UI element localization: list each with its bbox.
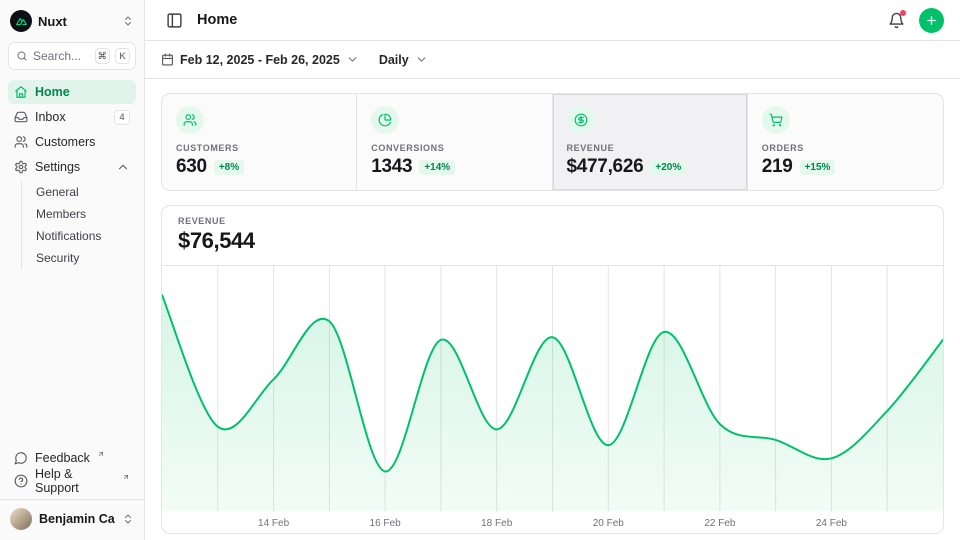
sidebar-item-notifications[interactable]: Notifications bbox=[30, 225, 136, 247]
date-range-label: Feb 12, 2025 - Feb 26, 2025 bbox=[180, 53, 340, 67]
external-link-icon bbox=[122, 473, 130, 481]
chevron-up-icon bbox=[116, 160, 130, 174]
stat-label: ORDERS bbox=[762, 143, 929, 153]
inbox-icon bbox=[14, 110, 28, 124]
sidebar-item-home[interactable]: Home bbox=[8, 80, 136, 104]
notification-dot bbox=[900, 10, 906, 16]
chevron-down-icon bbox=[415, 53, 428, 66]
settings-children: General Members Notifications Security bbox=[21, 181, 136, 269]
stat-delta-badge: +15% bbox=[800, 160, 836, 175]
main-area: Home Feb 12, 2025 - Feb 26, 2025 Daily bbox=[145, 0, 960, 540]
panel-left-icon bbox=[166, 12, 183, 29]
plus-icon bbox=[925, 14, 938, 27]
help-circle-icon bbox=[14, 474, 28, 488]
sidebar-item-members[interactable]: Members bbox=[30, 203, 136, 225]
chart-label: REVENUE bbox=[178, 216, 927, 226]
sidebar-nav: Home Inbox 4 Customers Settings General … bbox=[8, 80, 136, 271]
external-link-icon bbox=[97, 450, 105, 458]
main-header: Home bbox=[145, 0, 960, 41]
sidebar-item-label: Inbox bbox=[35, 110, 66, 124]
notifications-button[interactable] bbox=[883, 7, 909, 33]
date-range-picker[interactable]: Feb 12, 2025 - Feb 26, 2025 bbox=[161, 53, 359, 67]
home-icon bbox=[14, 85, 28, 99]
user-menu[interactable]: Benjamin Canac bbox=[0, 499, 144, 540]
users-icon bbox=[183, 113, 197, 127]
help-support-link[interactable]: Help & Support bbox=[8, 469, 136, 492]
pie-chart-icon bbox=[378, 113, 392, 127]
gear-icon bbox=[14, 160, 28, 174]
new-item-button[interactable] bbox=[919, 8, 944, 33]
x-axis-tick-label: 16 Feb bbox=[370, 518, 402, 529]
stat-value: 1343 bbox=[371, 156, 412, 178]
sidebar-item-settings[interactable]: Settings bbox=[8, 155, 136, 179]
chart-header: REVENUE $76,544 bbox=[162, 206, 943, 266]
sidebar-item-inbox[interactable]: Inbox 4 bbox=[8, 105, 136, 129]
stat-label: REVENUE bbox=[567, 143, 733, 153]
search-input[interactable]: Search... ⌘ K bbox=[8, 42, 136, 70]
chevron-updown-icon bbox=[122, 15, 134, 27]
kbd-meta-key: ⌘ bbox=[95, 48, 111, 64]
user-name: Benjamin Canac bbox=[39, 512, 115, 526]
chart-value: $76,544 bbox=[178, 228, 927, 254]
period-label: Daily bbox=[379, 53, 409, 67]
message-icon bbox=[14, 451, 28, 465]
workspace-switcher[interactable]: Nuxt bbox=[8, 8, 136, 42]
stat-cell-revenue[interactable]: REVENUE $477,626 +20% bbox=[553, 94, 748, 190]
stat-icon-chip bbox=[371, 106, 399, 134]
toolbar: Feb 12, 2025 - Feb 26, 2025 Daily bbox=[145, 41, 960, 79]
page-title: Home bbox=[197, 12, 237, 28]
stat-delta-badge: +20% bbox=[650, 160, 686, 175]
stat-delta-badge: +14% bbox=[419, 160, 455, 175]
chevron-updown-icon bbox=[122, 513, 134, 525]
users-icon bbox=[14, 135, 28, 149]
page-content: CUSTOMERS 630 +8% CONVERSIONS 1343 +14% bbox=[145, 79, 960, 540]
calendar-icon bbox=[161, 53, 174, 66]
sidebar-item-general[interactable]: General bbox=[30, 181, 136, 203]
stat-icon-chip bbox=[176, 106, 204, 134]
chevron-down-icon bbox=[346, 53, 359, 66]
feedback-label: Feedback bbox=[35, 451, 90, 465]
sidebar-item-label: Settings bbox=[35, 160, 80, 174]
workspace-name: Nuxt bbox=[38, 14, 116, 29]
search-placeholder: Search... bbox=[33, 49, 90, 63]
stat-icon-chip bbox=[567, 106, 595, 134]
sidebar-item-customers[interactable]: Customers bbox=[8, 130, 136, 154]
sidebar-item-label: Home bbox=[35, 85, 70, 99]
nuxt-logo-icon bbox=[15, 15, 28, 28]
circle-dollar-icon bbox=[574, 113, 588, 127]
kbd-k-key: K bbox=[115, 48, 130, 64]
x-axis-tick-label: 14 Feb bbox=[258, 518, 290, 529]
x-axis-tick-label: 22 Feb bbox=[704, 518, 736, 529]
period-select[interactable]: Daily bbox=[379, 53, 428, 67]
stat-value: 219 bbox=[762, 156, 793, 178]
x-axis-tick-label: 18 Feb bbox=[481, 518, 513, 529]
stat-label: CUSTOMERS bbox=[176, 143, 342, 153]
stat-value: $477,626 bbox=[567, 156, 644, 178]
stat-cell-conversions[interactable]: CONVERSIONS 1343 +14% bbox=[357, 94, 552, 190]
avatar bbox=[10, 508, 32, 530]
stat-cell-customers[interactable]: CUSTOMERS 630 +8% bbox=[162, 94, 357, 190]
stat-icon-chip bbox=[762, 106, 790, 134]
sidebar-item-label: Customers bbox=[35, 135, 95, 149]
x-axis-tick-label: 24 Feb bbox=[816, 518, 848, 529]
help-support-label: Help & Support bbox=[35, 467, 115, 495]
chart-plot[interactable]: 14 Feb 16 Feb 18 Feb 20 Feb 22 Feb 24 Feb bbox=[162, 266, 943, 533]
sidebar-item-security[interactable]: Security bbox=[30, 247, 136, 269]
header-actions bbox=[883, 7, 944, 33]
chart-card: REVENUE $76,544 14 Feb 16 Feb 18 Feb 20 Feb… bbox=[161, 205, 944, 534]
collapse-sidebar-button[interactable] bbox=[161, 7, 187, 33]
sidebar: Nuxt Search... ⌘ K Home Inbox 4 Customer… bbox=[0, 0, 145, 540]
stat-cell-orders[interactable]: ORDERS 219 +15% bbox=[748, 94, 943, 190]
revenue-area-chart[interactable]: 14 Feb 16 Feb 18 Feb 20 Feb 22 Feb 24 Feb bbox=[162, 266, 943, 533]
shopping-cart-icon bbox=[769, 113, 783, 127]
nuxt-logo bbox=[10, 10, 32, 32]
inbox-badge: 4 bbox=[114, 110, 130, 125]
search-icon bbox=[16, 50, 28, 62]
stat-value: 630 bbox=[176, 156, 207, 178]
stat-delta-badge: +8% bbox=[214, 160, 244, 175]
stat-label: CONVERSIONS bbox=[371, 143, 537, 153]
stats-card: CUSTOMERS 630 +8% CONVERSIONS 1343 +14% bbox=[161, 93, 944, 191]
x-axis-tick-label: 20 Feb bbox=[593, 518, 625, 529]
sidebar-spacer bbox=[8, 271, 136, 446]
